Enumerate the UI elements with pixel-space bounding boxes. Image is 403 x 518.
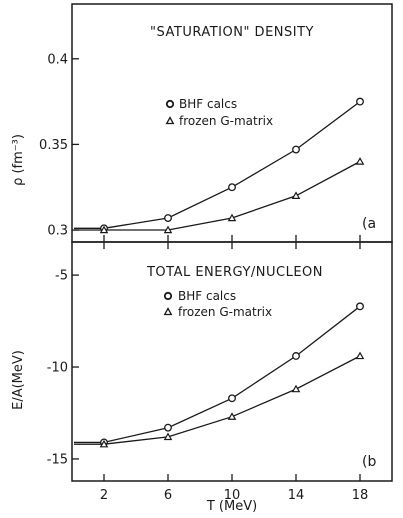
panel-b-title: TOTAL ENERGY/NUCLEON (146, 265, 323, 280)
panel-a-y-axis-title: ρ (fm⁻³) (11, 134, 26, 186)
panel-b-series-bhf-point-18 (356, 302, 364, 311)
panel-a-legend-label-bhf: BHF calcs (179, 97, 237, 111)
panel-b-series-frozen-line (74, 355, 361, 445)
x-tick-label-18: 18 (352, 488, 369, 503)
panel-b-y-axis-title: E/A(MeV) (11, 350, 26, 410)
panel-a-series-frozen-point-14 (291, 191, 301, 199)
panel-a-legend-marker-frozen (165, 116, 175, 125)
panel-b: TOTAL ENERGY/NUCLEON E/A(MeV) (b BHF cal… (11, 241, 393, 482)
panel-b-series-frozen-point-18 (355, 351, 365, 360)
panel-b-series-frozen-point-6 (163, 432, 173, 441)
panel-b-legend-marker-frozen (163, 307, 173, 316)
panel-b-legend: BHF calcs frozen G-matrix (163, 289, 272, 319)
x-tick-label-10: 10 (224, 488, 241, 503)
panel-a-series-frozen-point-10 (227, 213, 237, 222)
panel-a-y-tick-label: 0.35 (39, 138, 68, 153)
panel-a-series-bhf-point-6 (164, 214, 172, 222)
panel-a-series-frozen-line (74, 160, 361, 231)
panel-a-series-frozen-point-2 (99, 225, 109, 234)
x-axis-title: T (MeV) (206, 499, 257, 514)
panel-a: "SATURATION" DENSITY ρ (fm⁻³) (a BHF cal… (11, 3, 393, 243)
panel-b-y-tick-label: -5 (55, 269, 68, 284)
x-tick-label-14: 14 (288, 488, 305, 503)
panel-a-series-bhf-point-18 (356, 97, 364, 106)
panel-a-title: "SATURATION" DENSITY (150, 25, 314, 40)
panel-a-series-frozen-point-6 (163, 225, 173, 234)
panel-b-series-bhf-point-14 (292, 352, 300, 360)
panel-a-legend-label-frozen: frozen G-matrix (179, 114, 273, 128)
panel-b-series-frozen-point-14 (291, 384, 301, 393)
panel-b-legend-label-bhf: BHF calcs (178, 289, 236, 303)
panel-a-series-bhf-point-14 (292, 145, 300, 154)
x-tick-label-6: 6 (164, 488, 172, 503)
panel-b-series-bhf-point-6 (164, 423, 172, 432)
panel-a-series-frozen-point-18 (355, 157, 365, 165)
x-tick-label-2: 2 (100, 488, 108, 503)
panel-b-series-frozen-point-2 (99, 439, 109, 448)
panel-a-legend-marker-bhf (165, 99, 175, 109)
panel-b-data: -15 -10 -5 (47, 242, 365, 481)
panel-a-y-tick-label: 0.4 (47, 52, 68, 67)
panel-a-data: 0.3 0.35 0.4 (39, 52, 365, 242)
panel-b-series-bhf-point-10 (228, 394, 236, 403)
panel-b-series-frozen-point-10 (227, 412, 237, 420)
panel-b-y-tick-label: -10 (47, 361, 68, 376)
panel-b-series-bhf-line (74, 305, 361, 444)
panel-a-y-tick-label: 0.3 (47, 224, 68, 239)
panel-b-y-tick-label: -15 (47, 452, 68, 467)
panel-b-legend-label-frozen: frozen G-matrix (178, 305, 272, 319)
panel-b-legend-marker-bhf (163, 291, 173, 301)
panel-a-series-bhf-line (74, 101, 361, 229)
panel-a-letter: (a (362, 216, 376, 232)
panel-b-letter: (b (362, 454, 376, 470)
panel-a-series-bhf-point-10 (228, 183, 236, 192)
panel-a-legend: BHF calcs frozen G-matrix (165, 97, 273, 128)
